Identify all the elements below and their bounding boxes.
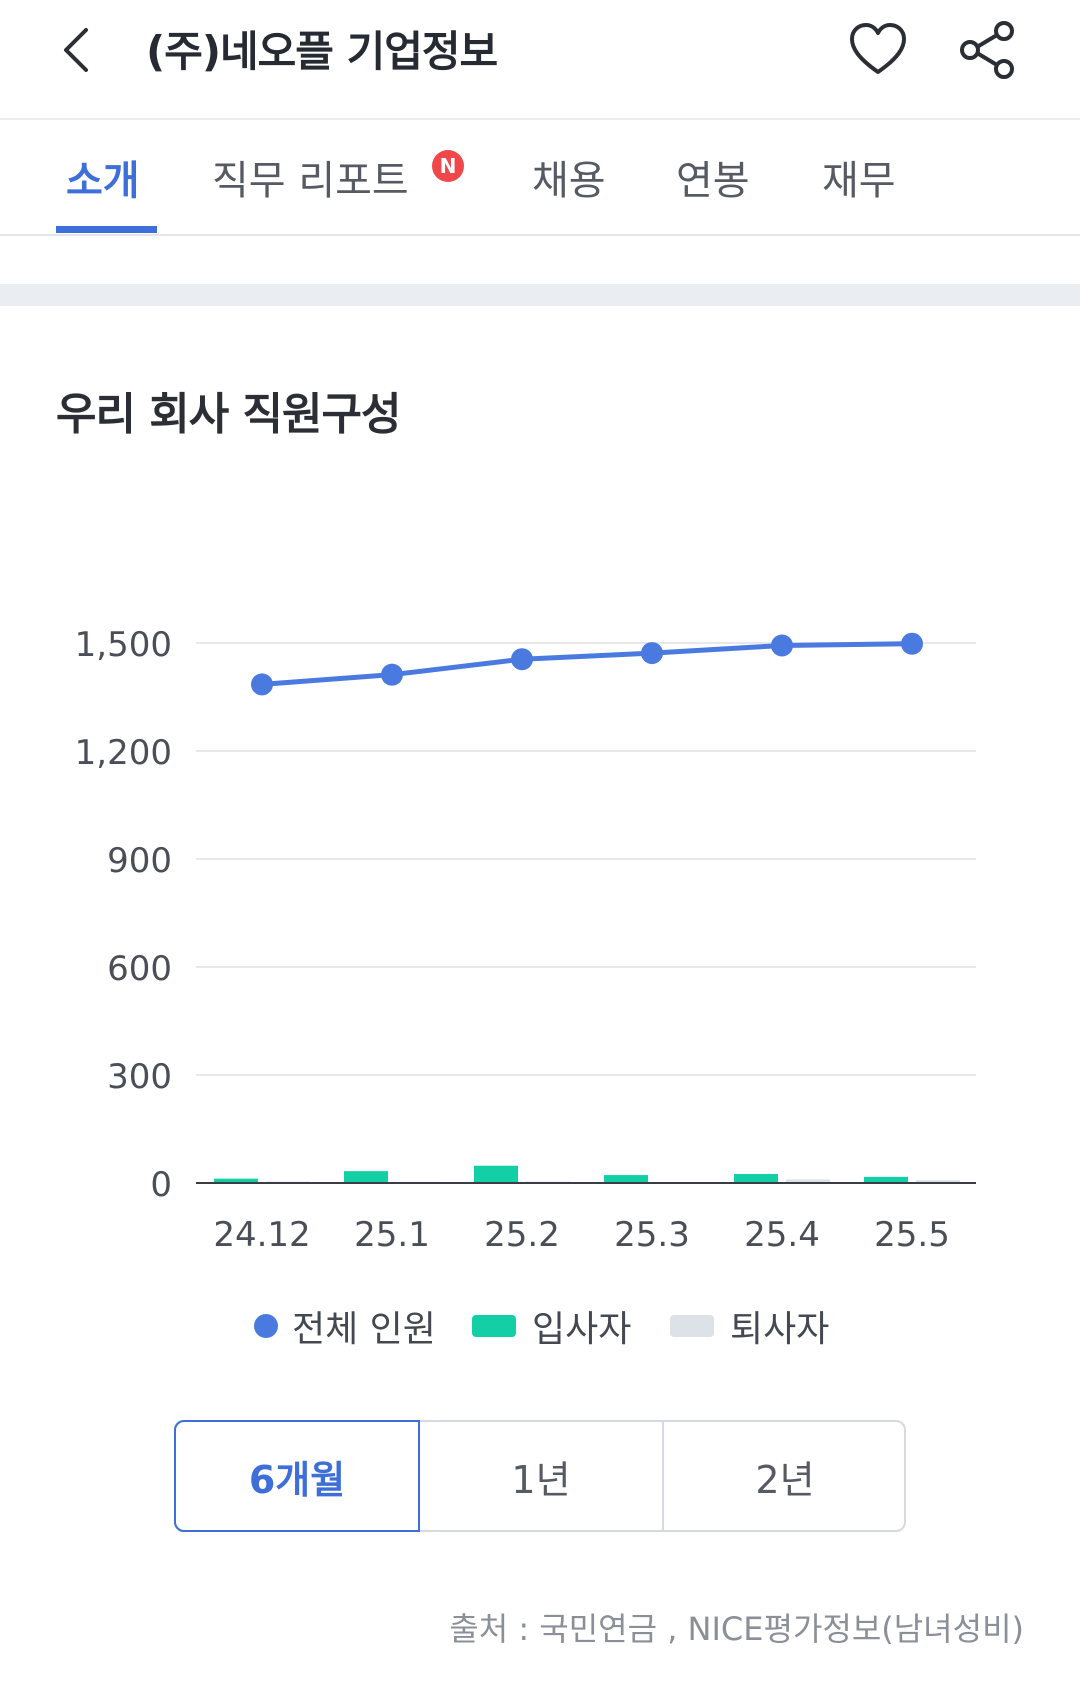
x-tick-label: 25.3 [614,1215,690,1255]
chevron-left-icon [64,28,88,72]
bar-hires [474,1165,518,1183]
x-tick-label: 25.2 [484,1215,560,1255]
legend-label: 퇴사자 [730,1309,830,1350]
point-total-employees [901,632,923,655]
legend-label: 전체 인원 [292,1309,436,1350]
x-tick-label: 25.5 [874,1215,950,1255]
point-total-employees [511,648,533,671]
x-tick-label: 24.12 [213,1215,310,1255]
period-2-years-button[interactable]: 2년 [755,1457,815,1502]
y-tick-label: 300 [107,1057,172,1097]
y-tick-label: 1,500 [75,625,172,665]
x-tick-label: 25.1 [354,1215,430,1255]
legend-dot-icon [254,1314,278,1338]
point-total-employees [251,673,273,696]
y-tick-label: 0 [150,1165,172,1205]
period-1-year-button[interactable]: 1년 [511,1457,571,1502]
period-selector: 6개월 1년 2년 [174,1420,906,1532]
bar-resignations [786,1179,830,1183]
y-tick-label: 900 [107,841,172,881]
tab-finance[interactable]: 재무 [822,158,896,204]
favorite-button[interactable] [846,20,910,80]
tab-salary[interactable]: 연봉 [676,158,750,204]
period-6-months-button[interactable]: 6개월 [174,1420,420,1532]
legend-item-total: 전체 인원 [254,1300,436,1352]
tab-recruit[interactable]: 채용 [532,158,606,204]
legend-item-hires: 입사자 [472,1300,631,1352]
bar-hires [734,1174,778,1183]
y-tick-label: 600 [107,949,172,989]
active-tab-indicator [56,226,157,233]
bar-hires [864,1176,908,1183]
tab-intro[interactable]: 소개 [66,158,140,204]
period-divider [662,1422,664,1530]
heart-icon [850,23,906,74]
share-icon [960,21,1014,79]
legend-item-resignations: 퇴사자 [670,1300,829,1352]
section-divider [0,284,1080,306]
point-total-employees [641,642,663,665]
tab-job-report[interactable]: 직무 리포트 [212,158,409,204]
legend-swatch-icon [472,1315,516,1337]
bar-hires [604,1175,648,1183]
legend-label: 입사자 [532,1309,632,1350]
point-total-employees [381,663,403,686]
new-badge: N [432,150,464,182]
tab-bar: 소개 직무 리포트 N 채용 연봉 재무 [0,120,1080,236]
employee-composition-chart: 0 300 600 900 1,200 1,500 24.12 25.1 25.2 25.3 25.… [75,625,976,1255]
top-app-bar: (주)네오플 기업정보 [0,0,1080,120]
bar-hires [214,1178,258,1183]
legend-swatch-icon [670,1315,714,1337]
y-tick-label: 1,200 [75,733,172,773]
chart-legend: 전체 인원 입사자 퇴사자 [0,1300,1080,1350]
bar-hires [344,1171,388,1183]
page-title: (주)네오플 기업정보 [146,27,498,76]
x-tick-label: 25.4 [744,1215,820,1255]
share-button[interactable] [958,18,1018,82]
point-total-employees [771,634,793,657]
bar-resignations [916,1180,960,1183]
line-total-employees [261,641,913,687]
section-title: 우리 회사 직원구성 [56,389,401,440]
data-source-note: 출처 : 국민연금 , NICE평가정보(남녀성비) [449,1610,1024,1648]
back-button[interactable] [52,20,112,80]
